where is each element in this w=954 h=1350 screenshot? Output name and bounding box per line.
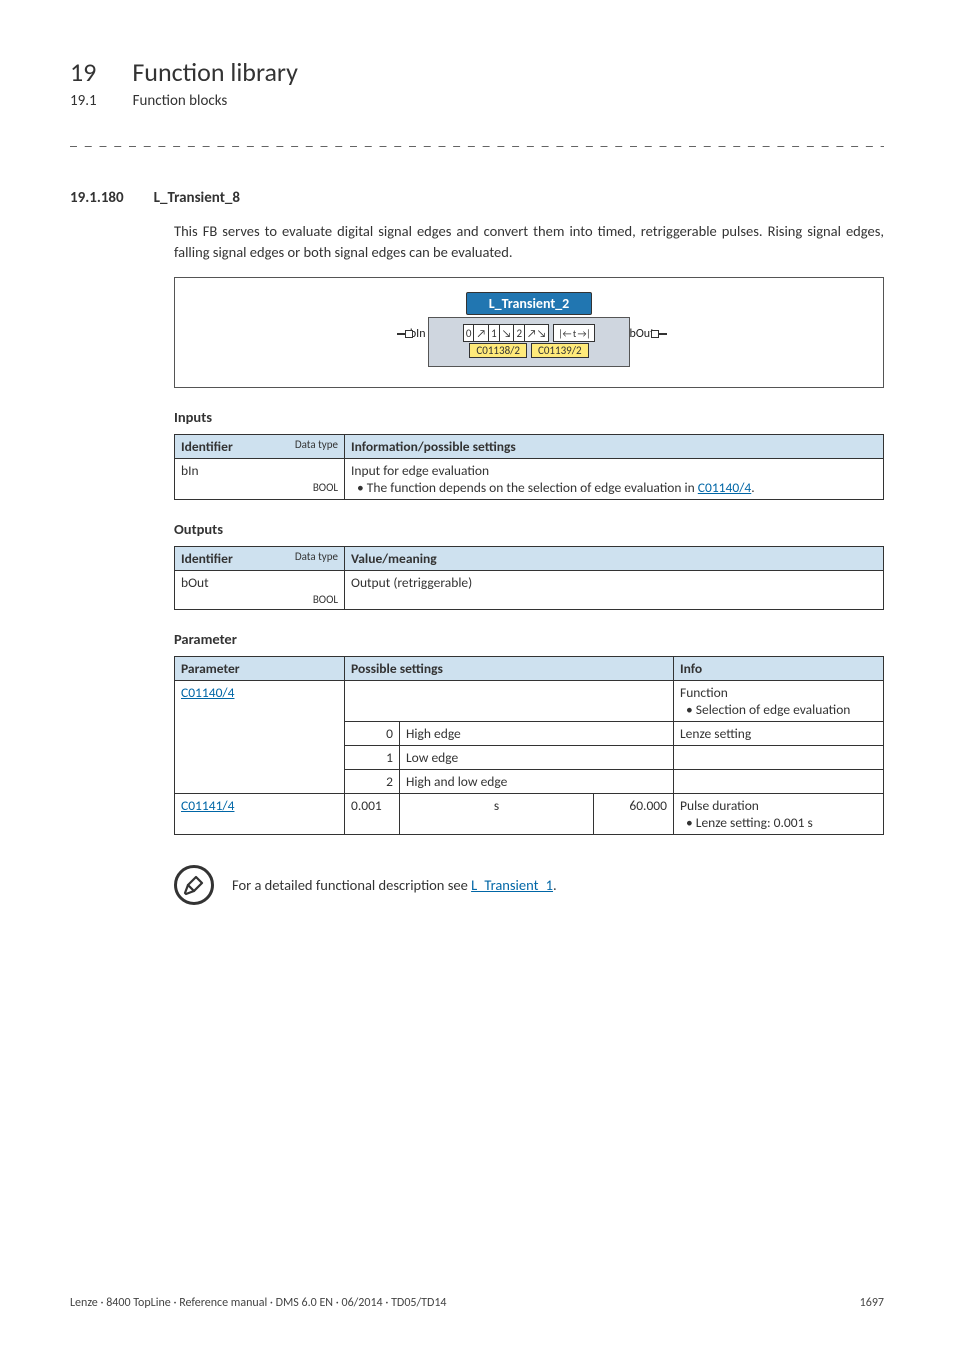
diagram-port-in: bIn [397, 327, 426, 341]
section-title: L_Transient_8 [154, 189, 240, 207]
diagram-mode-cell: 1 [489, 325, 500, 341]
inputs-col-info: Information/possible settings [345, 435, 884, 459]
param-table: Parameter Possible settings Info C01140/… [174, 656, 884, 835]
output-dtype: BOOL [181, 593, 338, 606]
param-info-bullet: • Lenze setting: 0.001 s [680, 814, 877, 831]
diagram-mode-cell: 0 [464, 325, 475, 341]
inputs-col-identifier: Identifier [181, 438, 233, 455]
tip-text: For a detailed functional description se… [232, 876, 471, 894]
input-id: bIn [181, 462, 199, 479]
param-info: Pulse duration [680, 797, 877, 814]
param-opt-info: Lenze setting [674, 722, 884, 746]
outputs-heading: Outputs [174, 520, 884, 538]
chapter-number: 19 [70, 56, 96, 88]
output-id: bOut [181, 574, 209, 591]
block-diagram: L_Transient_2 bIn bOut 0 ↗ 1 ↘ 2 [174, 277, 884, 388]
inputs-col-datatype: Data type [295, 438, 338, 451]
param-opt-label: High and low edge [400, 770, 674, 794]
subchapter-number: 19.1 [70, 92, 97, 110]
footer-page: 1697 [860, 1296, 884, 1310]
subchapter-title: Function blocks [133, 92, 228, 110]
diagram-title: L_Transient_2 [466, 292, 593, 315]
tip-note: For a detailed functional description se… [174, 865, 884, 905]
param-min: 0.001 [345, 794, 400, 835]
param-info-bullet: • Selection of edge evaluation [680, 701, 877, 718]
param-col-param: Parameter [175, 657, 345, 681]
tip-link[interactable]: L_Transient_1 [471, 876, 553, 894]
param-link[interactable]: C01140/4 [181, 684, 234, 701]
input-dtype: BOOL [181, 481, 338, 494]
param-max: 60.000 [594, 794, 674, 835]
pen-icon [174, 865, 214, 905]
param-info: Function [680, 684, 877, 701]
diagram-mode-cell: ↗↘ [525, 325, 548, 341]
tip-after: . [553, 876, 557, 894]
outputs-col-datatype: Data type [295, 550, 338, 563]
param-heading: Parameter [174, 630, 884, 648]
outputs-table: Identifier Data type Value/meaning bOut … [174, 546, 884, 610]
diagram-port-out: bOut [630, 327, 668, 341]
outputs-col-identifier: Identifier [181, 550, 233, 567]
input-after: . [751, 479, 754, 496]
param-unit: s [400, 794, 594, 835]
table-row: bOut BOOL Output (retriggerable) [175, 571, 884, 610]
diagram-code: C01139/2 [531, 343, 589, 358]
input-bullet: • The function depends on the selection … [357, 479, 698, 496]
param-opt-num: 0 [345, 722, 400, 746]
table-row: bIn BOOL Input for edge evaluation • The… [175, 459, 884, 500]
input-desc: Input for edge evaluation [351, 462, 877, 479]
footer-left: Lenze · 8400 TopLine · Reference manual … [70, 1296, 447, 1310]
param-opt-info [674, 746, 884, 770]
table-row: C01141/4 0.001 s 60.000 Pulse duration •… [175, 794, 884, 835]
output-val: Output (retriggerable) [345, 571, 884, 610]
section-body: This FB serves to evaluate digital signa… [174, 221, 884, 263]
diagram-code: C01138/2 [469, 343, 527, 358]
param-opt-label: High edge [400, 722, 674, 746]
diagram-mode-cell: ↘ [500, 325, 515, 341]
separator-rule: _ _ _ _ _ _ _ _ _ _ _ _ _ _ _ _ _ _ _ _ … [70, 132, 884, 149]
table-row: C01140/4 Function • Selection of edge ev… [175, 681, 884, 722]
param-col-settings: Possible settings [345, 657, 674, 681]
param-link[interactable]: C01141/4 [181, 797, 234, 814]
inputs-table: Identifier Data type Information/possibl… [174, 434, 884, 500]
inputs-heading: Inputs [174, 408, 884, 426]
param-opt-label: Low edge [400, 746, 674, 770]
section-number: 19.1.180 [70, 189, 124, 207]
param-opt-num: 2 [345, 770, 400, 794]
diagram-mode-cell: ↗ [474, 325, 489, 341]
chapter-title: Function library [132, 56, 298, 88]
outputs-col-info: Value/meaning [345, 547, 884, 571]
param-opt-info [674, 770, 884, 794]
diagram-pulse-box: |← t →| [553, 324, 595, 342]
diagram-mode-box: 0 ↗ 1 ↘ 2 ↗↘ [463, 324, 550, 342]
param-opt-num: 1 [345, 746, 400, 770]
diagram-mode-cell: 2 [514, 325, 525, 341]
input-link[interactable]: C01140/4 [698, 479, 751, 496]
param-col-info: Info [674, 657, 884, 681]
